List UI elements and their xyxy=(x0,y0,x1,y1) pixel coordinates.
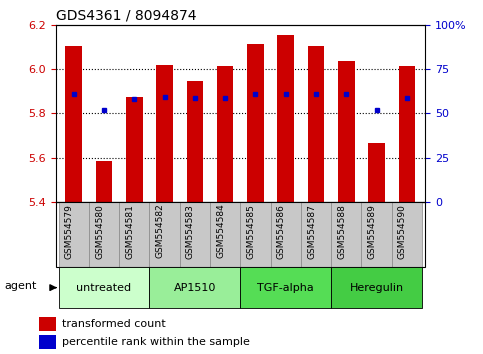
Bar xyxy=(217,66,233,202)
Bar xyxy=(180,202,210,267)
Text: GSM554579: GSM554579 xyxy=(65,204,74,259)
Text: GSM554581: GSM554581 xyxy=(125,204,134,259)
Text: GSM554589: GSM554589 xyxy=(368,204,377,259)
Bar xyxy=(277,35,294,202)
Text: untreated: untreated xyxy=(76,282,131,293)
Text: GSM554588: GSM554588 xyxy=(337,204,346,259)
Text: GDS4361 / 8094874: GDS4361 / 8094874 xyxy=(56,8,196,22)
Bar xyxy=(368,143,385,202)
Text: GSM554580: GSM554580 xyxy=(95,204,104,259)
Text: GSM554585: GSM554585 xyxy=(246,204,256,259)
Text: GSM554584: GSM554584 xyxy=(216,204,225,258)
Bar xyxy=(126,97,142,202)
Bar xyxy=(89,202,119,267)
Bar xyxy=(392,202,422,267)
Bar xyxy=(338,61,355,202)
Text: AP1510: AP1510 xyxy=(174,282,216,293)
Text: agent: agent xyxy=(5,281,37,291)
Bar xyxy=(331,267,422,308)
Bar xyxy=(156,65,173,202)
Bar xyxy=(96,161,113,202)
Text: Heregulin: Heregulin xyxy=(350,282,404,293)
Bar xyxy=(58,202,89,267)
Text: GSM554590: GSM554590 xyxy=(398,204,407,259)
Bar xyxy=(58,267,149,308)
Text: transformed count: transformed count xyxy=(62,319,166,329)
Bar xyxy=(149,202,180,267)
Text: GSM554583: GSM554583 xyxy=(186,204,195,259)
Bar xyxy=(241,267,331,308)
Text: TGF-alpha: TGF-alpha xyxy=(257,282,314,293)
Bar xyxy=(308,46,325,202)
Text: GSM554586: GSM554586 xyxy=(277,204,286,259)
Bar xyxy=(241,202,270,267)
Bar xyxy=(39,317,56,331)
Bar xyxy=(270,202,301,267)
Bar xyxy=(247,44,264,202)
Text: percentile rank within the sample: percentile rank within the sample xyxy=(62,337,250,347)
Bar xyxy=(149,267,241,308)
Text: GSM554582: GSM554582 xyxy=(156,204,165,258)
Bar xyxy=(39,335,56,349)
Bar xyxy=(119,202,149,267)
Bar xyxy=(361,202,392,267)
Bar xyxy=(210,202,241,267)
Text: GSM554587: GSM554587 xyxy=(307,204,316,259)
Bar xyxy=(301,202,331,267)
Bar xyxy=(65,46,82,202)
Bar xyxy=(186,81,203,202)
Bar xyxy=(331,202,361,267)
Bar xyxy=(398,66,415,202)
